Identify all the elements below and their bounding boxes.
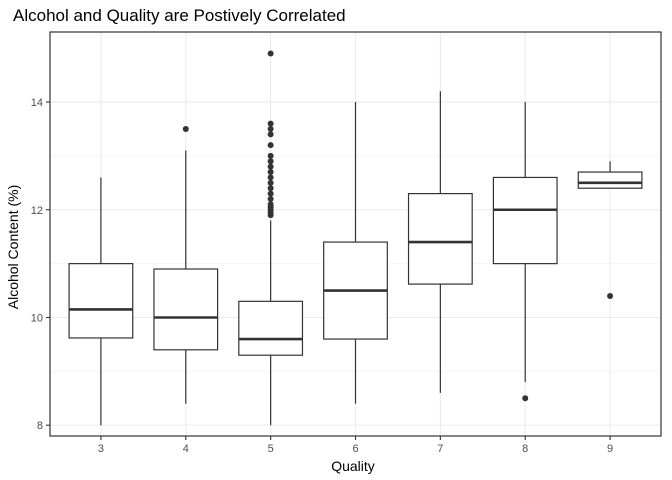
y-tick-label: 10 — [31, 312, 43, 324]
outlier-point — [267, 142, 274, 149]
x-axis-title: Quality — [331, 458, 375, 474]
outlier-point — [267, 169, 274, 176]
outlier-point — [267, 152, 274, 159]
box-q5 — [238, 300, 304, 356]
y-tick-label: 8 — [37, 420, 43, 432]
outlier-point — [267, 50, 274, 57]
box-q3 — [68, 263, 134, 339]
outlier-point — [182, 125, 189, 132]
x-tick-label: 4 — [183, 443, 189, 455]
outlier-point — [267, 163, 274, 170]
outlier-point — [267, 179, 274, 186]
x-tick-label: 6 — [352, 443, 358, 455]
outlier-point — [267, 120, 274, 127]
box-q7 — [407, 193, 473, 285]
outlier-point — [267, 131, 274, 138]
plot-area: 8 10 12 14 3 4 5 6 7 8 9 — [31, 31, 662, 455]
y-axis-title: Alcohol Content (%) — [5, 185, 21, 310]
outlier-point — [267, 190, 274, 197]
outlier-point — [607, 292, 614, 299]
x-tick-label: 9 — [607, 443, 613, 455]
outlier-point — [267, 185, 274, 192]
box-q8 — [492, 176, 558, 265]
y-tick-label: 14 — [31, 97, 43, 109]
outlier-point — [267, 201, 274, 208]
box-q9 — [577, 171, 643, 189]
chart-title: Alcohol and Quality are Postively Correl… — [13, 6, 346, 25]
y-tick-label: 12 — [31, 205, 43, 217]
outlier-point — [267, 125, 274, 132]
x-tick-label: 3 — [98, 443, 104, 455]
x-tick-label: 5 — [268, 443, 274, 455]
x-tick-label: 8 — [522, 443, 528, 455]
outlier-point — [267, 158, 274, 165]
outlier-point — [522, 395, 529, 402]
outlier-point — [267, 174, 274, 181]
x-tick-label: 7 — [437, 443, 443, 455]
outlier-point — [267, 195, 274, 202]
box-q4 — [153, 268, 219, 351]
